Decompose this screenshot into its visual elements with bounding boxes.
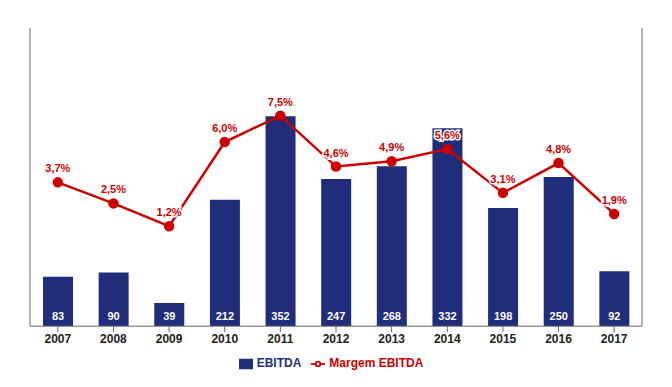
svg-text:4,8%: 4,8% bbox=[546, 143, 571, 155]
svg-text:247: 247 bbox=[327, 310, 345, 322]
svg-text:3,1%: 3,1% bbox=[490, 173, 515, 185]
svg-text:2012: 2012 bbox=[323, 332, 350, 346]
svg-text:4,9%: 4,9% bbox=[379, 141, 404, 153]
svg-text:2015: 2015 bbox=[490, 332, 517, 346]
svg-text:2011: 2011 bbox=[267, 332, 293, 346]
svg-text:90: 90 bbox=[108, 310, 120, 322]
svg-text:2014: 2014 bbox=[434, 332, 461, 346]
svg-text:352: 352 bbox=[271, 310, 289, 322]
svg-text:3,7%: 3,7% bbox=[45, 162, 70, 174]
svg-text:268: 268 bbox=[383, 310, 401, 322]
svg-text:5,6%: 5,6% bbox=[435, 129, 460, 141]
svg-text:1,9%: 1,9% bbox=[602, 194, 627, 206]
svg-text:2007: 2007 bbox=[44, 332, 71, 346]
svg-text:198: 198 bbox=[494, 310, 512, 322]
svg-text:4,6%: 4,6% bbox=[323, 147, 348, 159]
svg-text:1,2%: 1,2% bbox=[157, 206, 182, 218]
svg-text:2013: 2013 bbox=[378, 332, 405, 346]
svg-text:332: 332 bbox=[438, 310, 456, 322]
svg-text:2,5%: 2,5% bbox=[101, 183, 126, 195]
svg-text:39: 39 bbox=[163, 310, 175, 322]
svg-text:2008: 2008 bbox=[100, 332, 127, 346]
html-text:Margem EBITDA: Margem EBITDA bbox=[329, 356, 424, 371]
svg-text:7,5%: 7,5% bbox=[268, 96, 293, 108]
svg-text:250: 250 bbox=[550, 310, 568, 322]
html-text:EBITDA: EBITDA bbox=[256, 356, 302, 371]
svg-text:2010: 2010 bbox=[211, 332, 238, 346]
svg-text:2016: 2016 bbox=[545, 332, 572, 346]
svg-text:83: 83 bbox=[52, 310, 64, 322]
svg-text:6,0%: 6,0% bbox=[212, 122, 237, 134]
svg-text:2009: 2009 bbox=[156, 332, 183, 346]
svg-text:212: 212 bbox=[216, 310, 234, 322]
svg-text:92: 92 bbox=[608, 310, 620, 322]
svg-text:2017: 2017 bbox=[601, 332, 628, 346]
